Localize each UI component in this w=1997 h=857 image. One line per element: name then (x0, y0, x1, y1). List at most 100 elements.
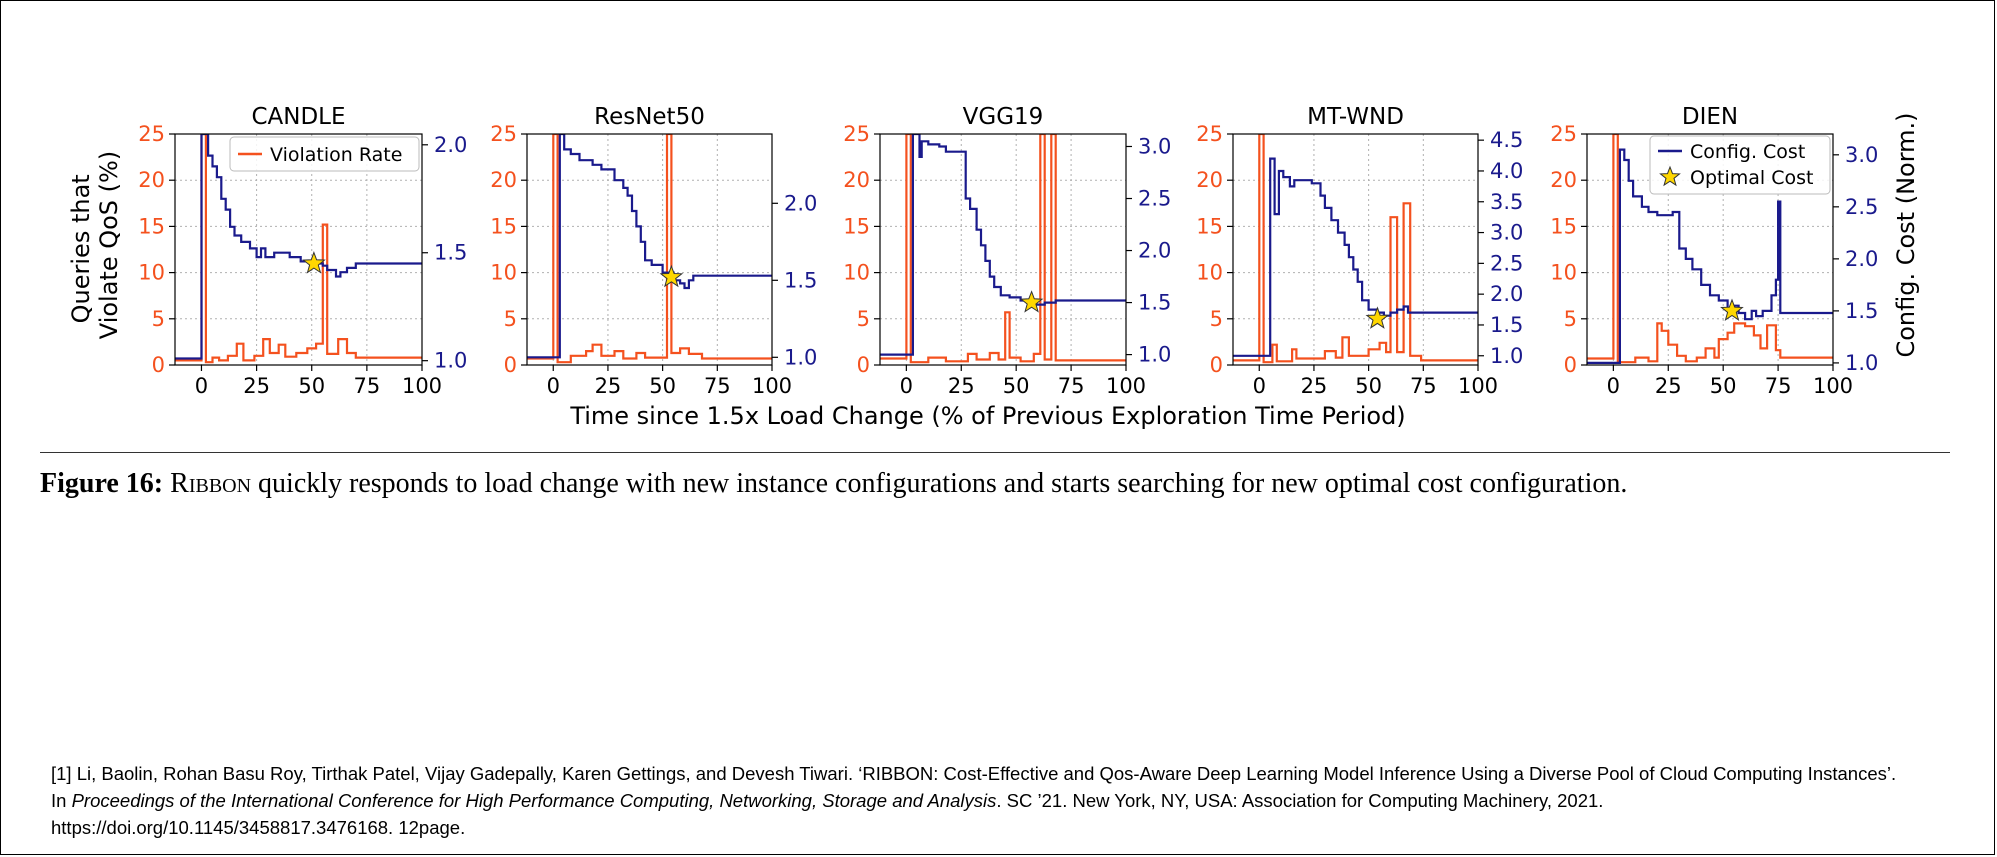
legend-optimal-label: Optimal Cost (1690, 167, 1813, 189)
y-left-tick-label: 25 (1550, 122, 1577, 146)
optimal-cost-star (1365, 306, 1390, 329)
legend-optimal-star-icon (1659, 165, 1681, 187)
chart-panel-mt-wnd: 0 25 50 75 100 0 5 10 15 20 25 1.0 1.5 2.0 2.5 3.0 3.5 4.… (1196, 104, 1523, 398)
x-tick-label: 100 (402, 374, 442, 398)
y-left-tick-label: 10 (1550, 261, 1577, 285)
config-cost-line (1233, 157, 1478, 357)
chart-title: DIEN (1682, 104, 1738, 130)
legend-box (229, 136, 420, 172)
x-tick-label: 75 (353, 374, 380, 398)
y-right-tick-label: 1.5 (1490, 313, 1523, 337)
y-left-tick-label: 10 (843, 261, 870, 285)
left-y-axis-label: Queries that Violate QoS (%) (67, 151, 123, 339)
x-tick-label: 100 (752, 374, 792, 398)
y-left-tick-label: 5 (857, 307, 870, 331)
y-right-tick-label: 2.0 (1138, 239, 1171, 263)
y-left-tick-label: 5 (1564, 307, 1577, 331)
y-left-tick-label: 25 (1196, 122, 1223, 146)
y-left-tick-label: 5 (152, 307, 165, 331)
x-tick-label: 0 (195, 374, 208, 398)
y-right-tick-label: 2.5 (1845, 195, 1878, 219)
x-tick-label: 50 (1003, 374, 1030, 398)
x-tick-label: 25 (948, 374, 975, 398)
x-tick-label: 0 (1253, 374, 1266, 398)
x-tick-label: 0 (1607, 374, 1620, 398)
y-left-tick-label: 20 (1550, 168, 1577, 192)
chart-title: VGG19 (963, 104, 1044, 130)
chart-panel-vgg19: 0 25 50 75 100 0 5 10 15 20 25 1.0 1.5 2.0 2.5 3.0 VGG19 (843, 104, 1171, 398)
optimal-cost-star (1019, 290, 1044, 313)
y-right-tick-label: 1.5 (434, 241, 467, 265)
right-y-axis-label: Config. Cost (Norm.) (1892, 112, 1920, 357)
x-tick-label: 100 (1813, 374, 1853, 398)
y-left-tick-label: 5 (1210, 307, 1223, 331)
caption-system-name: Ribbon (170, 468, 252, 499)
plot-frame (879, 133, 1127, 366)
x-tick-label: 75 (1058, 374, 1085, 398)
y-left-tick-label: 15 (490, 214, 517, 238)
config-cost-line (880, 134, 1126, 356)
x-tick-label: 50 (649, 374, 676, 398)
x-tick-label: 50 (1710, 374, 1737, 398)
y-left-tick-label: 15 (1550, 214, 1577, 238)
y-left-tick-label: 10 (1196, 261, 1223, 285)
citation-part2: . SC ’21. New York, NY, USA: Association… (51, 790, 1604, 838)
chart-title: ResNet50 (594, 104, 705, 130)
legend-cost-label: Config. Cost (1690, 141, 1805, 163)
y-left-tick-label: 25 (843, 122, 870, 146)
plot-frame (1586, 133, 1834, 366)
optimal-cost-star (659, 264, 684, 288)
x-tick-label: 75 (1765, 374, 1792, 398)
y-right-tick-label: 4.5 (1490, 128, 1523, 152)
y-left-tick-label: 10 (490, 261, 517, 285)
y-right-tick-label: 1.0 (1490, 344, 1523, 368)
x-tick-label: 50 (1355, 374, 1382, 398)
y-left-tick-label: 5 (504, 307, 517, 331)
config-cost-line (1587, 148, 1833, 364)
x-tick-label: 100 (1106, 374, 1146, 398)
violation-rate-line (1233, 134, 1478, 364)
y-left-tick-label: 25 (138, 122, 165, 146)
y-right-tick-label: 4.0 (1490, 159, 1523, 183)
citation-venue: Proceedings of the International Confere… (71, 790, 997, 811)
y-right-tick-label: 2.0 (1490, 282, 1523, 306)
x-tick-label: 0 (900, 374, 913, 398)
left-y-axis-label-line1: Queries that (67, 174, 95, 323)
y-left-tick-label: 0 (504, 353, 517, 377)
chart-panel-candle: 0 25 50 75 100 0 5 10 15 20 25 1.0 1.5 2.0 CANDLE (138, 104, 467, 398)
legend-cost: Config. Cost Optimal Cost (1649, 135, 1831, 195)
y-left-tick-label: 20 (138, 168, 165, 192)
y-left-tick-label: 20 (1196, 168, 1223, 192)
x-tick-label: 75 (704, 374, 731, 398)
citation-part1: [1] Li, Baolin, Rohan Basu Roy, Tirthak … (51, 763, 1897, 811)
y-left-tick-label: 20 (490, 168, 517, 192)
y-right-tick-label: 2.0 (784, 191, 817, 215)
y-right-tick-label: 3.5 (1490, 190, 1523, 214)
citation: [1] Li, Baolin, Rohan Basu Roy, Tirthak … (51, 760, 1901, 841)
violation-rate-line (175, 134, 422, 364)
plot-frame (174, 133, 423, 366)
y-left-tick-label: 15 (138, 214, 165, 238)
y-left-tick-label: 0 (1210, 353, 1223, 377)
y-right-tick-label: 3.0 (1138, 134, 1171, 158)
y-right-tick-label: 3.0 (1845, 143, 1878, 167)
y-right-tick-label: 1.5 (1845, 299, 1878, 323)
y-left-tick-label: 0 (152, 353, 165, 377)
legend-box (1649, 135, 1831, 195)
y-left-tick-label: 15 (1196, 214, 1223, 238)
y-right-tick-label: 2.0 (434, 133, 467, 157)
left-y-axis-label-line2: Violate QoS (%) (95, 151, 123, 339)
x-tick-label: 25 (595, 374, 622, 398)
y-left-tick-label: 0 (1564, 353, 1577, 377)
optimal-cost-star (302, 251, 326, 274)
y-left-tick-label: 20 (843, 168, 870, 192)
x-tick-label: 0 (547, 374, 560, 398)
chart-title: CANDLE (251, 104, 345, 130)
y-right-tick-label: 1.0 (434, 349, 467, 373)
chart-panel-dien: 0 25 50 75 100 0 5 10 15 20 25 1.0 1.5 2.0 2.5 3.0 DIEN (1550, 104, 1878, 398)
legend-violation-label: Violation Rate (270, 144, 402, 166)
violation-rate-line (880, 134, 1126, 364)
optimal-cost-star (1720, 298, 1744, 321)
plot-frame (526, 133, 773, 366)
